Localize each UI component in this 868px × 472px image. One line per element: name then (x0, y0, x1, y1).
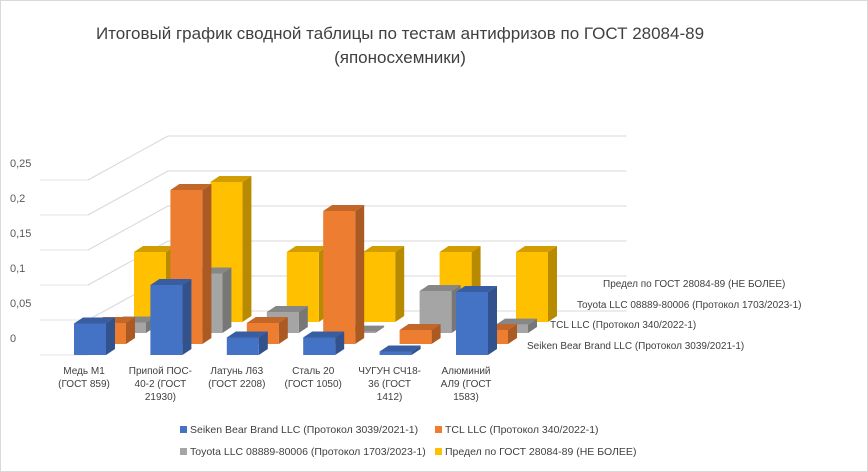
bar (379, 351, 412, 355)
bar-top (246, 317, 288, 323)
bar (226, 337, 259, 355)
y-gridline (87, 170, 169, 216)
bar-top (286, 246, 328, 252)
bar-top (323, 205, 365, 211)
bar-side (258, 331, 268, 355)
bar-top (134, 246, 175, 252)
bar-side (431, 324, 441, 344)
bar-top (150, 279, 192, 285)
bar-top (226, 331, 268, 338)
bar-top (456, 286, 497, 292)
bar-top (439, 246, 481, 252)
y-tick-label: 0,25 (10, 158, 31, 170)
y-gridline (87, 205, 169, 251)
bar-top (419, 285, 461, 291)
bar-top (210, 176, 252, 182)
bar-side (355, 205, 365, 344)
bar-side (375, 325, 385, 333)
bar-side (395, 246, 405, 322)
legend-label: Seiken Bear Brand LLC (Протокол 3039/202… (190, 424, 418, 436)
bar-top (170, 184, 212, 190)
y-tick-label: 0,1 (10, 263, 25, 275)
x-tick-label: Сталь 20 (ГОСТ 1050) (285, 366, 342, 390)
bar-side (488, 286, 497, 355)
bar-side (126, 317, 135, 344)
bar-top (379, 345, 421, 352)
bar (74, 323, 106, 355)
y-tick-label: 0,2 (10, 193, 25, 205)
bar-side (222, 267, 232, 333)
series-axis-label: Предел по ГОСТ 28084-89 (НЕ БОЛЕЕ) (603, 279, 785, 290)
legend-swatch (180, 426, 187, 433)
bar-side (411, 345, 421, 355)
legend-label: TCL LLC (Протокол 340/2022-1) (445, 424, 599, 436)
chart-title: Итоговый график сводной таблицы по теста… (40, 22, 760, 70)
series-axis-label: Toyota LLC 08889-80006 (Протокол 1703/20… (577, 300, 801, 311)
y-tick-label: 0 (10, 333, 16, 345)
x-tick-label: Латунь Л63 (ГОСТ 2208) (208, 366, 265, 390)
bar-side (202, 184, 212, 344)
bar (363, 252, 396, 322)
x-tick-label: Припой ПОС-40-2 (ГОСТ 21930) (129, 366, 192, 403)
x-tick-label: Алюминий АЛ9 (ГОСТ 1583) (441, 366, 492, 403)
bar-top (399, 324, 441, 330)
y-tick-label: 0,05 (10, 298, 31, 310)
series-axis-label: TCL LLC (Протокол 340/2022-1) (550, 320, 696, 331)
bar-side (528, 318, 537, 333)
bar-side (335, 331, 345, 355)
legend-swatch (180, 448, 187, 455)
bar-top (516, 246, 557, 252)
bar-side (548, 246, 557, 322)
bar (323, 211, 356, 344)
y-gridline (87, 135, 169, 181)
chart-title-line-2: (японосхемники) (334, 48, 466, 67)
bar (399, 330, 432, 344)
bar-side (182, 279, 192, 355)
bar (456, 292, 488, 355)
bar (303, 337, 336, 355)
bar-side (298, 306, 308, 333)
bar-top (303, 331, 345, 338)
bar-top (496, 318, 537, 325)
bar-side (242, 176, 252, 322)
bar (150, 285, 183, 355)
x-tick-label: Медь М1 (ГОСТ 859) (58, 366, 110, 390)
y-tick-label: 0,15 (10, 228, 31, 240)
bar-side (278, 317, 288, 344)
bar-top (266, 306, 308, 312)
legend-swatch (435, 448, 442, 455)
bar-side (508, 324, 517, 344)
bar-top (74, 317, 115, 324)
series-axis-label: Seiken Bear Brand LLC (Протокол 3039/202… (527, 341, 744, 352)
bar (516, 252, 548, 322)
legend-label: Предел по ГОСТ 28084-89 (НЕ БОЛЕЕ) (445, 446, 636, 458)
chart-title-line-1: Итоговый график сводной таблицы по теста… (95, 24, 705, 43)
bar-top (363, 246, 405, 252)
legend-label: Toyota LLC 08889-80006 (Протокол 1703/20… (190, 446, 426, 458)
legend-swatch (435, 426, 442, 433)
bar-side (106, 317, 115, 355)
x-tick-label: ЧУГУН СЧ18-36 (ГОСТ 1412) (358, 366, 421, 403)
